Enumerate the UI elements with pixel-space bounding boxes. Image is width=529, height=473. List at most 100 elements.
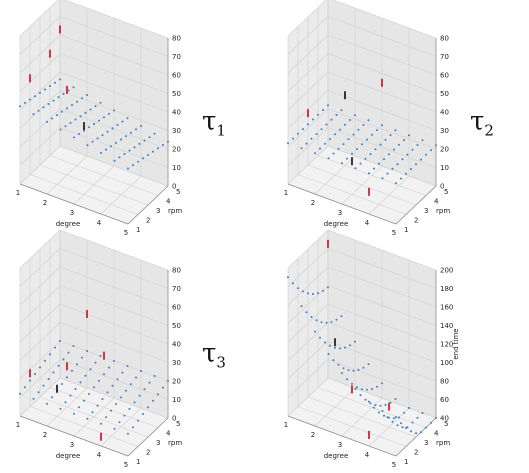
- data-point: [347, 369, 350, 372]
- data-point: [32, 113, 35, 116]
- y-tick-label: 3: [156, 439, 160, 447]
- data-point: [71, 104, 73, 106]
- data-point: [106, 391, 109, 394]
- data-point: [143, 388, 146, 391]
- z-tick-label: 70: [172, 285, 181, 293]
- data-point: [42, 384, 45, 387]
- data-point: [100, 151, 102, 154]
- z-tick-label: 80: [172, 267, 181, 275]
- data-point: [389, 134, 392, 137]
- data-point: [346, 157, 348, 160]
- data-point: [330, 118, 333, 121]
- y-tick-label: 2: [414, 449, 418, 457]
- data-point: [369, 153, 372, 156]
- z-tick-label: 60: [440, 396, 449, 404]
- data-point: [356, 148, 358, 151]
- data-point: [49, 353, 51, 356]
- data-point: [83, 129, 85, 132]
- grid-line: [287, 266, 329, 306]
- z-tick-label: 40: [172, 109, 181, 117]
- data-point: [113, 109, 115, 112]
- data-point: [99, 101, 102, 104]
- data-point: [364, 398, 367, 401]
- data-point: [359, 162, 362, 165]
- data-point: [322, 109, 324, 111]
- x-tick-label: 2: [311, 199, 315, 207]
- data-point: [138, 394, 141, 397]
- x-tick-label: 3: [338, 441, 342, 449]
- grid-line: [317, 155, 427, 196]
- x-axis-line: [287, 415, 397, 457]
- data-point: [349, 344, 351, 347]
- x-axis-line: [19, 415, 129, 457]
- data-point: [78, 406, 80, 409]
- data-point: [317, 292, 319, 295]
- data-point: [401, 426, 404, 429]
- data-point: [44, 88, 46, 91]
- data-point: [403, 411, 405, 414]
- data-point: [84, 374, 87, 377]
- data-point: [126, 117, 129, 120]
- grid-line: [287, 108, 329, 148]
- x-tick-label: 4: [97, 451, 102, 459]
- data-point: [138, 142, 141, 145]
- data-point: [292, 137, 294, 140]
- grid-line: [59, 145, 169, 187]
- data-point: [367, 363, 370, 366]
- data-point: [354, 340, 356, 343]
- data-point: [61, 383, 63, 385]
- data-point: [374, 404, 377, 407]
- data-point: [19, 392, 21, 395]
- data-point: [393, 148, 395, 151]
- data-point: [361, 388, 363, 391]
- grid-line: [307, 396, 417, 438]
- z-axis-label: end time: [452, 328, 460, 359]
- grid-line: [64, 0, 169, 39]
- data-point: [352, 133, 355, 136]
- x-axis-label: degree: [56, 220, 81, 228]
- data-point: [96, 404, 99, 407]
- grid-line: [307, 164, 417, 206]
- data-point: [29, 98, 31, 101]
- data-point: [105, 148, 107, 151]
- data-point: [111, 127, 114, 130]
- data-point: [34, 373, 36, 375]
- data-point: [317, 113, 319, 116]
- data-point: [46, 120, 48, 123]
- grid-line: [19, 285, 61, 324]
- data-point: [378, 411, 380, 414]
- z-tick-label: 0: [172, 415, 176, 423]
- grid-line: [59, 359, 169, 400]
- grid-line: [332, 0, 437, 39]
- data-point: [394, 129, 397, 132]
- data-point: [330, 321, 333, 323]
- data-point: [381, 124, 383, 127]
- data-point: [305, 142, 308, 145]
- grid-line: [287, 34, 329, 74]
- data-point: [157, 393, 159, 396]
- data-point: [69, 121, 72, 124]
- data-point: [386, 172, 389, 175]
- z-tick-label: 50: [172, 322, 181, 330]
- data-point: [78, 133, 80, 135]
- data-point: [287, 276, 289, 279]
- data-point: [411, 421, 414, 424]
- data-point: [362, 124, 365, 126]
- data-point: [118, 156, 121, 159]
- data-point: [143, 139, 146, 142]
- grid-line: [327, 127, 437, 168]
- data-point: [416, 416, 419, 419]
- data-point: [376, 385, 378, 388]
- data-point: [396, 163, 399, 166]
- x-axis-label: degree: [324, 452, 349, 460]
- tau-annotation: τ2: [470, 106, 494, 139]
- data-point: [366, 138, 368, 141]
- data-point: [352, 369, 355, 372]
- grid-line: [327, 377, 437, 419]
- grid-line: [59, 248, 169, 289]
- data-point: [362, 366, 365, 369]
- data-point: [342, 143, 345, 146]
- data-point: [383, 414, 385, 417]
- data-point: [91, 411, 94, 414]
